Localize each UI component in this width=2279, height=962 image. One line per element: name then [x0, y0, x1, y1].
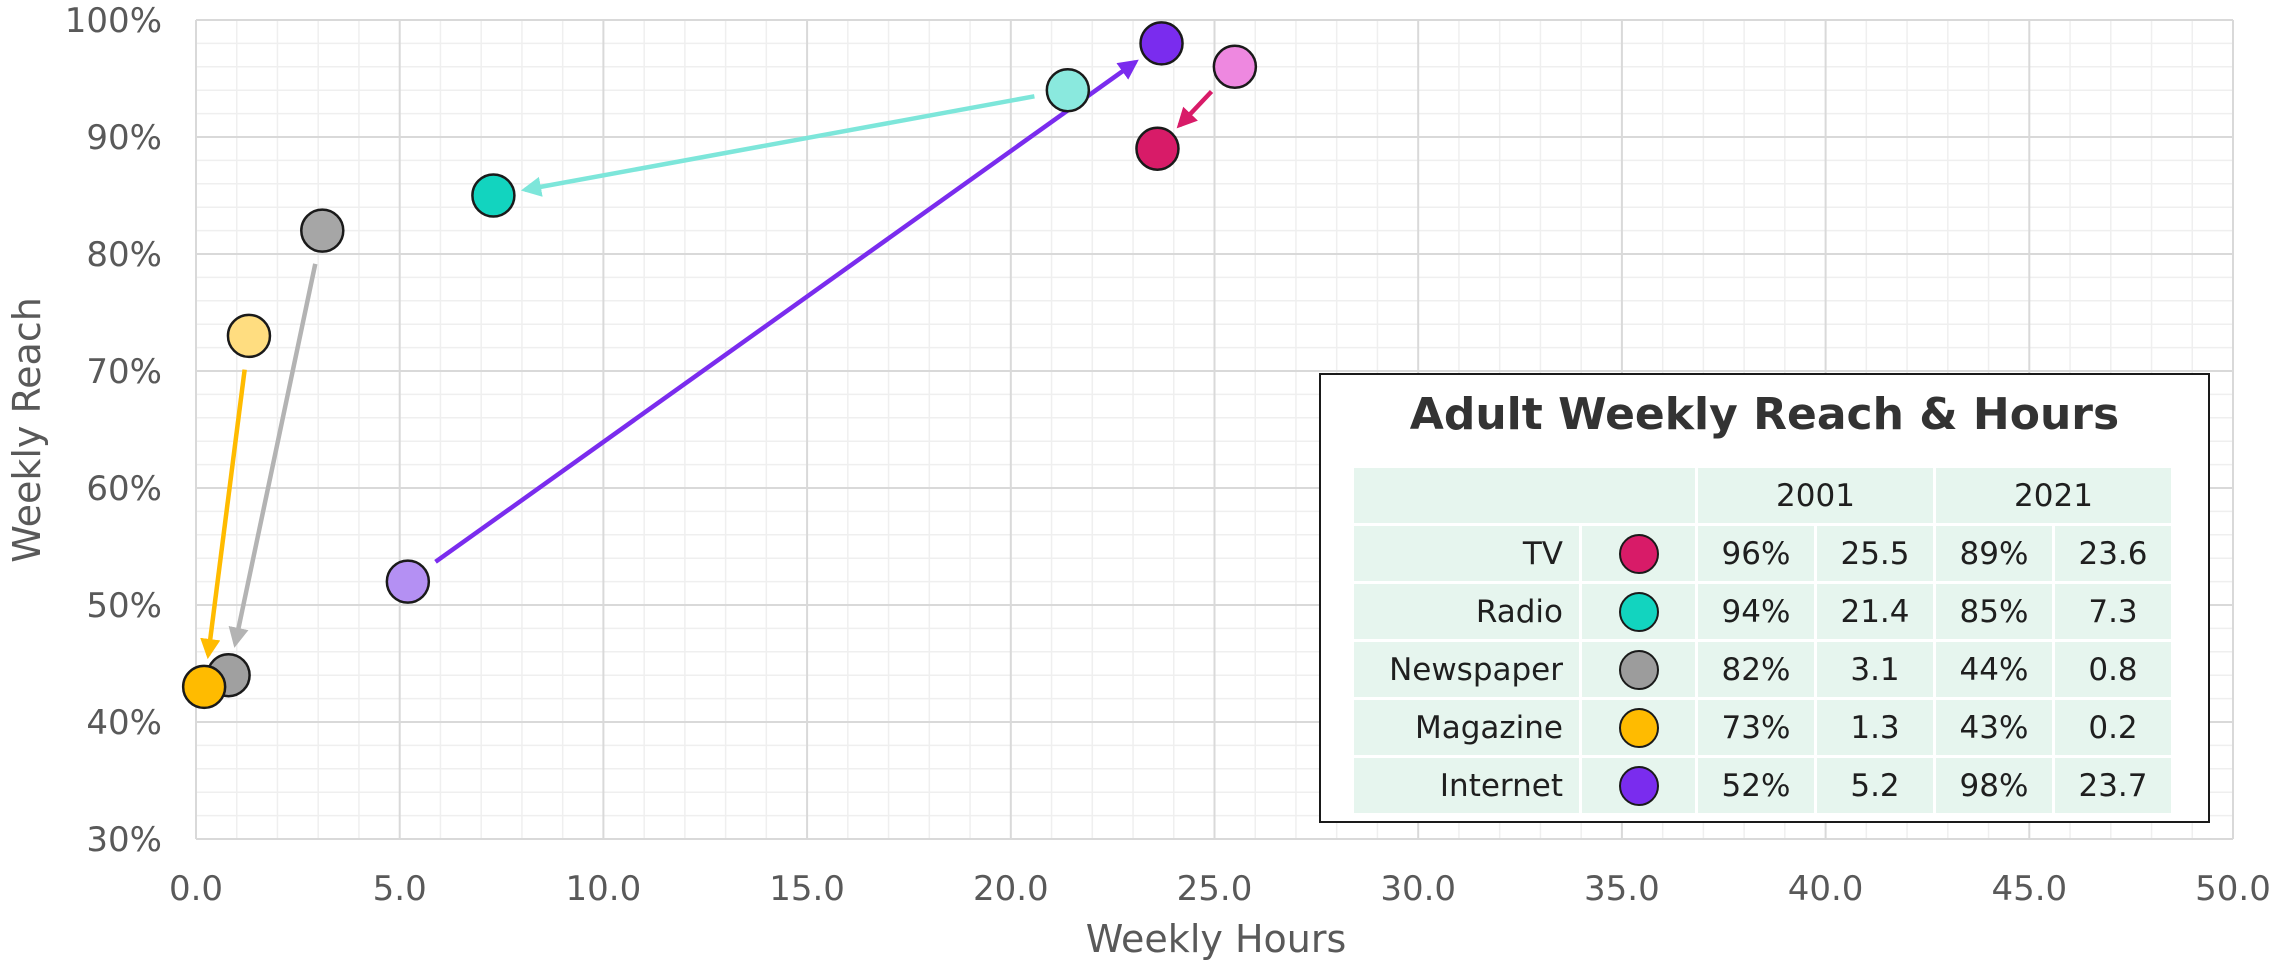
- legend-hours-2021: 23.7: [2055, 758, 2171, 813]
- legend-header-blank: [1354, 468, 1695, 523]
- y-tick-label: 90%: [86, 118, 162, 158]
- legend-hours-2021: 0.8: [2055, 642, 2171, 697]
- legend-swatch-icon: [1618, 533, 1659, 574]
- arrow-newspaper: [228, 263, 318, 648]
- y-tick-label: 70%: [86, 352, 162, 392]
- legend-table: 2001 2021 TV 96% 25.5 89% 23.6 Radio 94% 21.4 85…: [1351, 465, 2174, 816]
- change-arrows: [200, 59, 1214, 660]
- point-radio-2021: [471, 173, 516, 218]
- point-newspaper-2001: [300, 208, 345, 253]
- legend-header-row: 2001 2021: [1354, 468, 2171, 523]
- legend-swatch-icon: [1618, 591, 1659, 632]
- legend-hours-2021: 7.3: [2055, 584, 2171, 639]
- point-magazine-2001: [226, 313, 272, 359]
- legend-reach-2021: 44%: [1936, 642, 2052, 697]
- legend-title: Adult Weekly Reach & Hours: [1409, 389, 2120, 440]
- legend-reach-2021: 89%: [1936, 526, 2052, 581]
- legend-swatch-icon: [1618, 649, 1659, 690]
- y-tick-label: 30%: [86, 820, 162, 860]
- legend-row-swatch-cell: [1582, 584, 1695, 639]
- x-tick-label: 50.0: [2195, 869, 2271, 909]
- legend-row-name: TV: [1354, 526, 1579, 581]
- legend-row: Radio 94% 21.4 85% 7.3: [1354, 584, 2171, 639]
- legend-row-swatch-cell: [1582, 526, 1695, 581]
- point-tv-2001: [1212, 44, 1258, 90]
- legend-row: Newspaper 82% 3.1 44% 0.8: [1354, 642, 2171, 697]
- legend-reach-2001: 94%: [1698, 584, 1814, 639]
- legend-reach-2021: 98%: [1936, 758, 2052, 813]
- y-axis-ticks: 30% 40% 50% 60% 70% 80% 90% 100%: [65, 1, 162, 860]
- point-internet-2021: [1139, 21, 1184, 66]
- y-tick-label: 100%: [65, 1, 162, 41]
- y-tick-label: 50%: [86, 586, 162, 626]
- legend-row-name: Radio: [1354, 584, 1579, 639]
- x-tick-label: 15.0: [769, 869, 845, 909]
- legend-hours-2001: 25.5: [1817, 526, 1933, 581]
- x-axis-ticks: 0.0 5.0 10.0 15.0 20.0 25.0 30.0 35.0 40.0 45.0 50…: [169, 869, 2271, 909]
- x-tick-label: 0.0: [169, 869, 223, 909]
- legend-year-2021: 2021: [1936, 468, 2171, 523]
- point-radio-2001: [1045, 67, 1091, 113]
- point-internet-2001: [385, 559, 431, 604]
- arrow-internet: [434, 59, 1139, 564]
- y-tick-label: 40%: [86, 703, 162, 743]
- y-tick-label: 60%: [86, 469, 162, 509]
- x-tick-label: 35.0: [1584, 869, 1660, 909]
- x-tick-label: 10.0: [566, 869, 642, 909]
- legend-swatch-icon: [1618, 765, 1659, 806]
- legend-reach-2001: 73%: [1698, 700, 1814, 755]
- point-tv-2021: [1135, 126, 1180, 171]
- arrow-radio: [520, 94, 1035, 197]
- legend-hours-2001: 1.3: [1817, 700, 1933, 755]
- legend-reach-2001: 96%: [1698, 526, 1814, 581]
- legend-hours-2001: 5.2: [1817, 758, 1933, 813]
- legend-reach-2001: 82%: [1698, 642, 1814, 697]
- data-points: [181, 21, 1258, 710]
- arrow-tv: [1176, 89, 1214, 129]
- x-tick-label: 40.0: [1788, 869, 1864, 909]
- legend-hours-2001: 3.1: [1817, 642, 1933, 697]
- legend-hours-2021: 23.6: [2055, 526, 2171, 581]
- legend-hours-2001: 21.4: [1817, 584, 1933, 639]
- legend-year-2001: 2001: [1698, 468, 1933, 523]
- x-tick-label: 25.0: [1177, 869, 1253, 909]
- point-magazine-2021: [181, 664, 227, 710]
- legend-row-name: Magazine: [1354, 700, 1579, 755]
- y-axis-title: Weekly Reach: [5, 297, 49, 563]
- legend-swatch-icon: [1618, 707, 1659, 748]
- x-tick-label: 5.0: [373, 869, 427, 909]
- legend-row-swatch-cell: [1582, 642, 1695, 697]
- legend-row-name: Newspaper: [1354, 642, 1579, 697]
- y-tick-label: 80%: [86, 235, 162, 275]
- legend-reach-2001: 52%: [1698, 758, 1814, 813]
- arrow-magazine: [200, 369, 247, 660]
- legend-row-name: Internet: [1354, 758, 1579, 813]
- legend-row-swatch-cell: [1582, 700, 1695, 755]
- legend-row: Internet 52% 5.2 98% 23.7: [1354, 758, 2171, 813]
- x-tick-label: 20.0: [973, 869, 1049, 909]
- legend-row-swatch-cell: [1582, 758, 1695, 813]
- legend-row: Magazine 73% 1.3 43% 0.2: [1354, 700, 2171, 755]
- legend-hours-2021: 0.2: [2055, 700, 2171, 755]
- x-tick-label: 30.0: [1380, 869, 1456, 909]
- legend-panel: Adult Weekly Reach & Hours 2001 2021 TV 9…: [1319, 373, 2210, 823]
- legend-reach-2021: 85%: [1936, 584, 2052, 639]
- legend-reach-2021: 43%: [1936, 700, 2052, 755]
- x-tick-label: 45.0: [1991, 869, 2067, 909]
- legend-row: TV 96% 25.5 89% 23.6: [1354, 526, 2171, 581]
- x-axis-title: Weekly Hours: [1086, 917, 1347, 961]
